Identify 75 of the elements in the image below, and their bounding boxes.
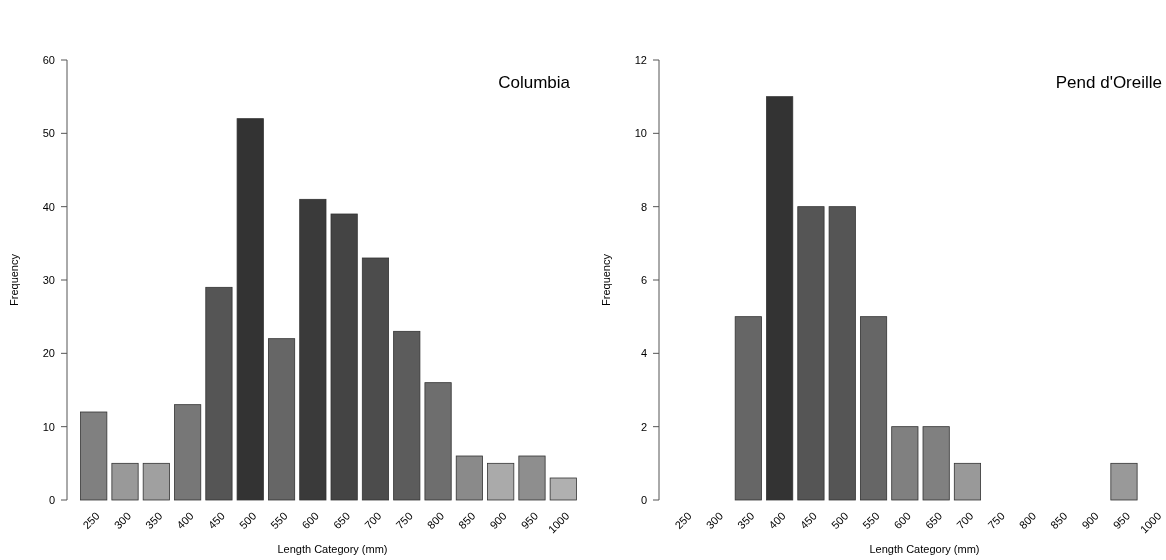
bar [205,286,233,501]
bar [828,206,856,501]
x-tick-label: 900 [487,509,509,532]
y-tick-label: 0 [48,493,55,506]
bar [393,330,421,501]
x-axis-title: Length Category (mm) [869,543,980,555]
bar [111,462,139,501]
bar [299,198,327,501]
x-tick-label: 650 [922,509,945,532]
x-tick-label: 650 [330,509,353,532]
x-tick-label: 400 [174,509,196,532]
text: Pend d'Oreille [1055,73,1162,92]
y-tick-label: 40 [42,200,55,213]
x-tick-label: 250 [80,509,102,532]
y-tick-label: 4 [640,347,647,360]
x-tick-label: 500 [236,509,259,532]
x-tick-label: 850 [1048,509,1070,532]
x-tick-label: 400 [766,509,788,532]
bar [766,96,794,501]
x-tick-label: 300 [111,509,134,532]
y-tick-label: 6 [640,273,647,286]
x-tick-label: 700 [954,509,976,532]
bar [797,206,825,501]
x-tick-label: 900 [1079,509,1101,532]
y-tick-label: 8 [640,200,647,213]
bar [424,382,452,501]
bar [1110,462,1138,501]
x-tick-label: 750 [985,509,1007,532]
bar [361,257,390,501]
x-tick-label: 950 [518,509,541,532]
x-tick-label: 500 [828,509,851,532]
x-tick-label: 350 [734,509,757,532]
y-axis-title: Frequency [600,253,612,306]
bar [142,462,170,501]
x-tick-label: 800 [1016,509,1039,532]
bar [860,316,888,501]
x-tick-label: 350 [142,509,165,532]
y-tick-label: 0 [640,493,647,506]
y-tick-label: 20 [42,347,55,360]
x-tick-label: 250 [672,509,694,532]
bar [922,426,950,501]
x-tick-label: 550 [860,509,882,532]
y-tick-label: 60 [42,53,55,66]
y-tick-label: 10 [634,127,647,140]
y-tick-label: 12 [634,53,647,66]
y-tick-label: 50 [42,127,55,140]
bar [518,455,546,501]
bar [891,426,919,501]
x-tick-label: 750 [393,509,415,532]
bar [236,118,264,501]
x-tick-label: 450 [797,509,820,532]
x-tick-label: 450 [205,509,228,532]
y-tick-label: 30 [42,273,55,286]
bar [80,411,108,501]
bar [268,338,296,501]
bar [953,462,982,501]
bar [734,316,762,501]
text: Columbia [498,73,571,92]
bar [330,213,358,501]
bar [487,462,515,501]
x-tick-label: 800 [424,509,447,532]
x-tick-label: 550 [268,509,290,532]
y-tick-label: 2 [640,420,647,433]
x-tick-label: 850 [456,509,478,532]
y-axis-title: Frequency [8,253,20,306]
x-tick-label: 950 [1110,509,1133,532]
x-tick-label: 300 [703,509,726,532]
x-tick-label: 700 [362,509,384,532]
y-tick-label: 10 [42,420,55,433]
bar [174,404,202,501]
x-axis-title: Length Category (mm) [277,543,388,555]
x-tick-label: 600 [891,509,913,532]
x-tick-label: 600 [299,509,321,532]
bar [455,455,483,501]
bar [549,477,577,501]
